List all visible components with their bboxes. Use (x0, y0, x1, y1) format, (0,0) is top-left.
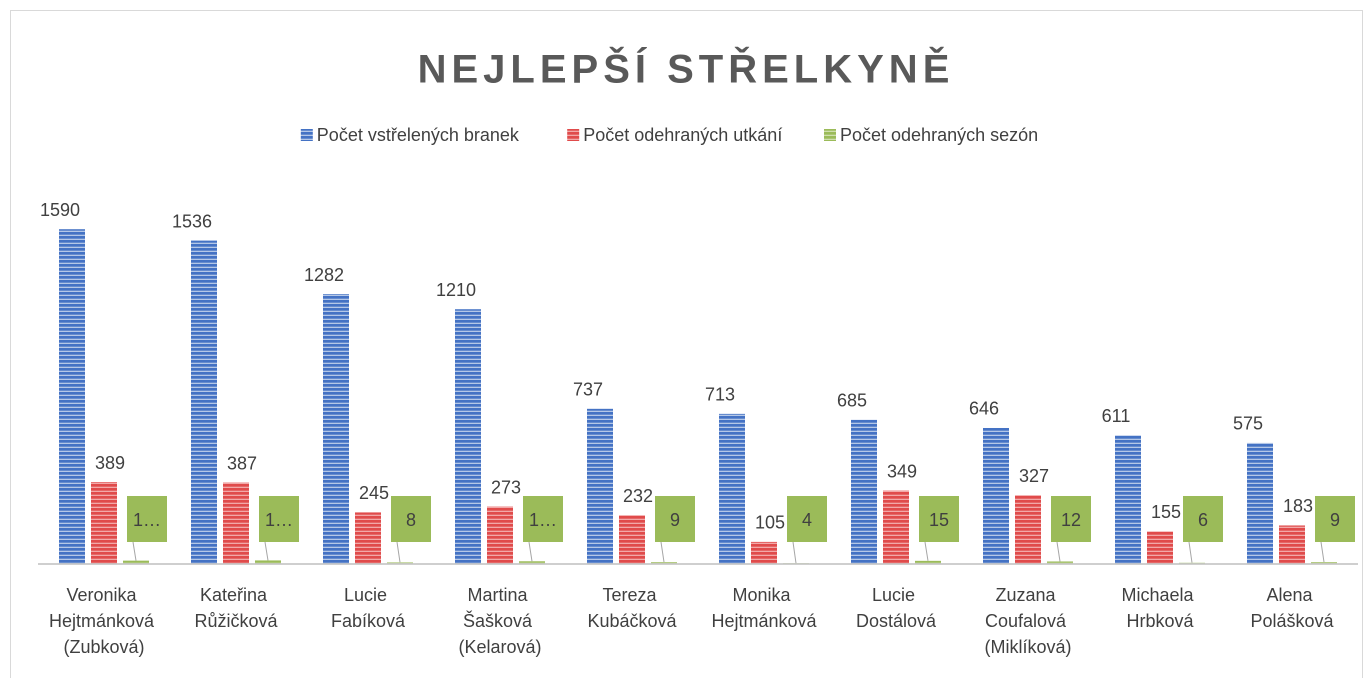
legend-label: Počet odehraných sezón (840, 125, 1038, 145)
legend-swatch (300, 129, 313, 141)
x-tick-label: Veronika Hejtmánková (Zubková) (49, 585, 159, 657)
bar (719, 413, 745, 564)
value-label-box (1051, 496, 1091, 542)
x-tick-label: Kateřina Růžičková (194, 585, 278, 631)
bar (387, 562, 413, 564)
value-label: 349 (887, 461, 917, 481)
bar (983, 427, 1009, 564)
value-label: 1210 (436, 280, 476, 300)
bar (1115, 435, 1141, 564)
legend-swatch (824, 129, 836, 141)
legend: Počet vstřelených branek Počet odehraných… (300, 125, 1038, 145)
value-label: 737 (573, 380, 603, 400)
bar (851, 419, 877, 564)
value-label-box (1315, 496, 1355, 542)
value-label: 575 (1233, 414, 1263, 434)
value-label: 155 (1151, 502, 1181, 522)
leader-line (660, 541, 665, 563)
value-label: 9 (670, 510, 680, 530)
value-label-box (919, 496, 959, 542)
value-label: 183 (1283, 496, 1313, 516)
bar (1015, 495, 1041, 564)
leader-line (1320, 541, 1325, 563)
value-label: 387 (227, 453, 257, 473)
value-label: 611 (1102, 406, 1131, 426)
legend-swatch (567, 129, 580, 141)
value-label: 327 (1019, 466, 1049, 486)
value-label: 389 (95, 453, 125, 473)
x-tick-label: Lucie Fabíková (331, 585, 406, 631)
leader-line (264, 541, 269, 561)
value-label: 273 (491, 477, 521, 497)
value-label: 685 (837, 391, 867, 411)
value-label-box (127, 496, 167, 542)
leader-line (396, 541, 401, 563)
x-tick-label: Lucie Dostálová (856, 585, 937, 631)
x-tick-label: Martina Šašková (Kelarová) (458, 585, 541, 657)
bar (587, 408, 613, 564)
x-tick-label: Tereza Kubáčková (587, 585, 677, 631)
value-label: 1536 (172, 211, 212, 231)
bar (123, 560, 149, 564)
value-label-box (523, 496, 563, 542)
value-label-box (391, 496, 431, 542)
chart-border (10, 10, 1363, 683)
bar (255, 560, 281, 564)
bar (751, 541, 777, 564)
bar (1311, 562, 1337, 564)
bar (59, 229, 85, 564)
bar (355, 512, 381, 564)
value-label: 1590 (40, 200, 80, 220)
bar (455, 309, 481, 564)
value-label: 232 (623, 486, 653, 506)
bar (223, 482, 249, 564)
value-label: 105 (755, 513, 785, 533)
bar (323, 294, 349, 564)
value-label: 713 (705, 385, 735, 405)
bar (883, 490, 909, 564)
bar (1147, 531, 1173, 564)
value-label: 1… (133, 510, 161, 530)
value-label: 8 (406, 510, 416, 530)
value-label: 6 (1198, 510, 1208, 530)
leader-line (132, 541, 137, 561)
x-tick-label: Alena Polášková (1250, 585, 1334, 631)
leader-line (528, 541, 533, 562)
value-label-box (655, 496, 695, 542)
x-tick-label: Michaela Hrbková (1121, 585, 1198, 631)
bar (1247, 442, 1273, 564)
x-tick-label: Zuzana Coufalová (Miklíková) (984, 585, 1071, 657)
bar (915, 560, 941, 564)
bar (519, 561, 545, 564)
leader-line (792, 541, 797, 564)
value-label: 1… (265, 510, 293, 530)
bar (619, 515, 645, 564)
chart-title: NEJLEPŠÍ STŘELKYNĚ (418, 46, 955, 92)
value-label-box (787, 496, 827, 542)
value-label: 245 (359, 483, 389, 503)
value-label: 646 (969, 399, 999, 419)
bar (1279, 525, 1305, 564)
value-label: 12 (1061, 510, 1081, 530)
value-label-box (259, 496, 299, 542)
leader-line (1056, 541, 1061, 562)
value-label-box (1183, 496, 1223, 542)
legend-label: Počet vstřelených branek (317, 125, 520, 145)
bar (91, 482, 117, 564)
value-label: 1… (529, 510, 557, 530)
bar (191, 240, 217, 564)
bar (1047, 561, 1073, 564)
x-tick-label: Monika Hejtmánková (711, 585, 817, 631)
value-label: 1282 (304, 265, 344, 285)
legend-label: Počet odehraných utkání (583, 125, 782, 145)
value-label: 15 (929, 510, 949, 530)
leader-line (1188, 541, 1193, 563)
value-label: 9 (1330, 510, 1340, 530)
value-label: 4 (802, 510, 812, 530)
bar (487, 506, 513, 564)
bar (651, 562, 677, 564)
leader-line (924, 541, 929, 561)
